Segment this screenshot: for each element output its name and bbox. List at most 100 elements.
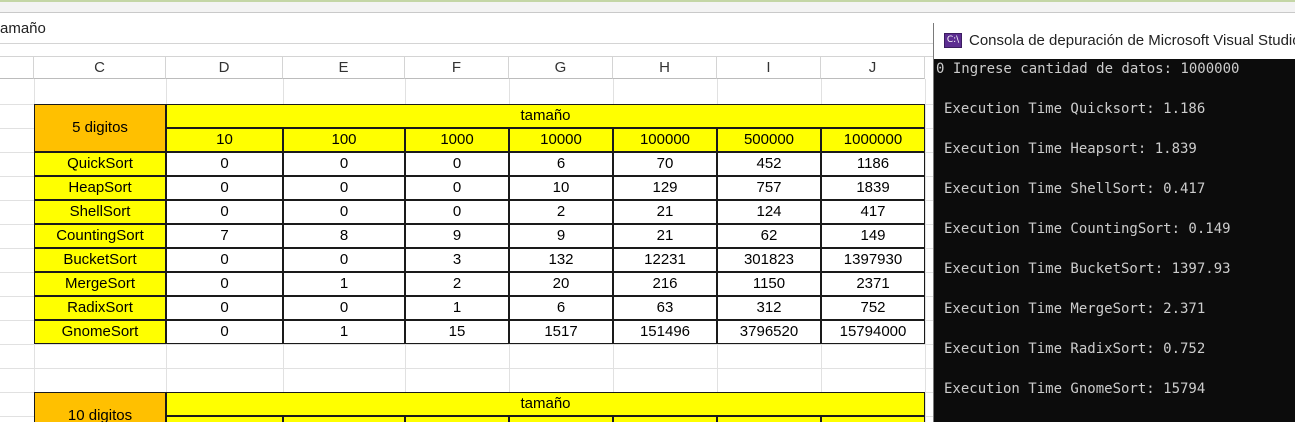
time-value-cell[interactable]: 0 bbox=[405, 176, 509, 200]
column-header-d[interactable]: D bbox=[166, 57, 283, 79]
column-header-c[interactable]: C bbox=[34, 57, 166, 79]
time-value-cell[interactable]: 2 bbox=[509, 200, 613, 224]
algorithm-name-cell[interactable]: ShellSort bbox=[34, 200, 166, 224]
time-value-cell[interactable]: 0 bbox=[166, 176, 283, 200]
time-value-cell[interactable]: 7 bbox=[166, 224, 283, 248]
time-value-cell[interactable]: 12231 bbox=[613, 248, 717, 272]
time-value-cell[interactable]: 151496 bbox=[613, 320, 717, 344]
size-cell[interactable]: 1000000 bbox=[821, 128, 925, 152]
time-value-cell[interactable]: 6 bbox=[509, 152, 613, 176]
time-value-cell[interactable]: 3796520 bbox=[717, 320, 821, 344]
time-value-cell[interactable]: 1 bbox=[405, 296, 509, 320]
time-value-cell[interactable]: 0 bbox=[166, 248, 283, 272]
column-gridline bbox=[925, 79, 926, 422]
corner-label-cell[interactable]: 5 digitos bbox=[34, 104, 166, 152]
console-titlebar[interactable]: C:\ Consola de depuración de Microsoft V… bbox=[934, 23, 1295, 59]
size-cell[interactable] bbox=[717, 416, 821, 422]
time-value-cell[interactable]: 132 bbox=[509, 248, 613, 272]
algorithm-name-cell[interactable]: MergeSort bbox=[34, 272, 166, 296]
algorithm-name-cell[interactable]: CountingSort bbox=[34, 224, 166, 248]
column-header-e[interactable]: E bbox=[283, 57, 405, 79]
size-cell[interactable] bbox=[405, 416, 509, 422]
time-value-cell[interactable]: 0 bbox=[166, 296, 283, 320]
size-cell[interactable]: 100000 bbox=[613, 128, 717, 152]
time-value-cell[interactable]: 1 bbox=[283, 320, 405, 344]
time-value-cell[interactable]: 63 bbox=[613, 296, 717, 320]
size-header-cell[interactable]: tamaño bbox=[166, 392, 925, 416]
time-value-cell[interactable]: 70 bbox=[613, 152, 717, 176]
time-value-cell[interactable]: 0 bbox=[166, 200, 283, 224]
row-gridline bbox=[0, 368, 933, 369]
time-value-cell[interactable]: 1150 bbox=[717, 272, 821, 296]
time-value-cell[interactable]: 62 bbox=[717, 224, 821, 248]
time-value-cell[interactable]: 15 bbox=[405, 320, 509, 344]
size-cell[interactable]: 100 bbox=[283, 128, 405, 152]
time-value-cell[interactable]: 312 bbox=[717, 296, 821, 320]
console-line: Execution Time GnomeSort: 15794 bbox=[944, 381, 1206, 397]
time-value-cell[interactable]: 301823 bbox=[717, 248, 821, 272]
time-value-cell[interactable]: 21 bbox=[613, 224, 717, 248]
time-value-cell[interactable]: 0 bbox=[283, 248, 405, 272]
time-value-cell[interactable]: 0 bbox=[283, 176, 405, 200]
size-cell[interactable]: 500000 bbox=[717, 128, 821, 152]
size-cell[interactable] bbox=[283, 416, 405, 422]
size-header-cell[interactable]: tamaño bbox=[166, 104, 925, 128]
console-line: Execution Time Quicksort: 1.186 bbox=[944, 101, 1206, 117]
size-cell[interactable] bbox=[509, 416, 613, 422]
time-value-cell[interactable]: 1 bbox=[283, 272, 405, 296]
time-value-cell[interactable]: 0 bbox=[405, 152, 509, 176]
formula-bar-text[interactable]: amaño bbox=[0, 20, 46, 37]
size-cell[interactable] bbox=[613, 416, 717, 422]
time-value-cell[interactable]: 129 bbox=[613, 176, 717, 200]
algorithm-name-cell[interactable]: GnomeSort bbox=[34, 320, 166, 344]
time-value-cell[interactable]: 0 bbox=[405, 200, 509, 224]
time-value-cell[interactable]: 6 bbox=[509, 296, 613, 320]
time-value-cell[interactable]: 15794000 bbox=[821, 320, 925, 344]
time-value-cell[interactable]: 2 bbox=[405, 272, 509, 296]
column-header-g[interactable]: G bbox=[509, 57, 613, 79]
time-value-cell[interactable]: 0 bbox=[166, 320, 283, 344]
column-header-j[interactable]: J bbox=[821, 57, 925, 79]
time-value-cell[interactable]: 149 bbox=[821, 224, 925, 248]
time-value-cell[interactable]: 0 bbox=[283, 296, 405, 320]
time-value-cell[interactable]: 9 bbox=[405, 224, 509, 248]
time-value-cell[interactable]: 452 bbox=[717, 152, 821, 176]
column-header-f[interactable]: F bbox=[405, 57, 509, 79]
algorithm-name-cell[interactable]: QuickSort bbox=[34, 152, 166, 176]
size-cell[interactable] bbox=[821, 416, 925, 422]
time-value-cell[interactable]: 1839 bbox=[821, 176, 925, 200]
time-value-cell[interactable]: 2371 bbox=[821, 272, 925, 296]
time-value-cell[interactable]: 1397930 bbox=[821, 248, 925, 272]
size-cell[interactable]: 1000 bbox=[405, 128, 509, 152]
time-value-cell[interactable]: 1517 bbox=[509, 320, 613, 344]
time-value-cell[interactable]: 216 bbox=[613, 272, 717, 296]
time-value-cell[interactable]: 21 bbox=[613, 200, 717, 224]
ribbon-accent bbox=[0, 0, 1295, 2]
debug-console-window[interactable]: C:\ Consola de depuración de Microsoft V… bbox=[933, 23, 1295, 422]
time-value-cell[interactable]: 124 bbox=[717, 200, 821, 224]
time-value-cell[interactable]: 10 bbox=[509, 176, 613, 200]
column-header-b[interactable] bbox=[0, 57, 34, 79]
size-cell[interactable]: 10 bbox=[166, 128, 283, 152]
time-value-cell[interactable]: 1186 bbox=[821, 152, 925, 176]
time-value-cell[interactable]: 0 bbox=[166, 272, 283, 296]
algorithm-name-cell[interactable]: RadixSort bbox=[34, 296, 166, 320]
algorithm-name-cell[interactable]: BucketSort bbox=[34, 248, 166, 272]
time-value-cell[interactable]: 8 bbox=[283, 224, 405, 248]
column-header-h[interactable]: H bbox=[613, 57, 717, 79]
time-value-cell[interactable]: 417 bbox=[821, 200, 925, 224]
algorithm-name-cell[interactable]: HeapSort bbox=[34, 176, 166, 200]
time-value-cell[interactable]: 20 bbox=[509, 272, 613, 296]
time-value-cell[interactable]: 0 bbox=[283, 200, 405, 224]
size-cell[interactable] bbox=[166, 416, 283, 422]
time-value-cell[interactable]: 757 bbox=[717, 176, 821, 200]
time-value-cell[interactable]: 0 bbox=[166, 152, 283, 176]
column-header-i[interactable]: I bbox=[717, 57, 821, 79]
size-cell[interactable]: 10000 bbox=[509, 128, 613, 152]
time-value-cell[interactable]: 9 bbox=[509, 224, 613, 248]
time-value-cell[interactable]: 3 bbox=[405, 248, 509, 272]
corner-label-cell[interactable]: 10 digitos bbox=[34, 392, 166, 422]
time-value-cell[interactable]: 0 bbox=[283, 152, 405, 176]
time-value-cell[interactable]: 752 bbox=[821, 296, 925, 320]
